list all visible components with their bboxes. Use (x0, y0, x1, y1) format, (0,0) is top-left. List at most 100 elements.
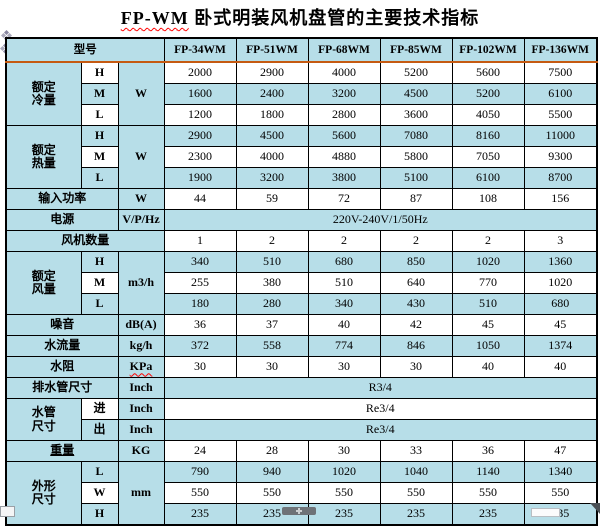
cell: 3800 (307, 167, 381, 189)
dim-key: W (80, 482, 119, 504)
cell: 5800 (379, 146, 453, 168)
cell: 510 (451, 293, 525, 315)
row-label-dimensions: 外形 尺寸 (5, 461, 82, 526)
cell: 45 (451, 314, 525, 336)
speed-key: M (80, 272, 119, 294)
cell: 7500 (523, 61, 598, 84)
cell: 235 (379, 503, 453, 526)
row-label-water-resistance: 水阻 (5, 356, 119, 378)
table-row: M 255 380 510 640 770 1020 (6, 272, 598, 294)
table-row: 额定 风量 H m3/h 340 510 680 850 1020 1360 (5, 251, 598, 315)
table-row: 外形 尺寸 L mm 790 940 1020 1040 1140 1340 (5, 461, 598, 526)
cell: 3600 (379, 104, 453, 126)
cell: 280 (235, 293, 309, 315)
cell: 774 (307, 335, 381, 357)
unit-cell: Inch (117, 419, 165, 441)
cell: 5100 (379, 167, 453, 189)
speed-key: L (80, 167, 119, 189)
cell: 2 (451, 230, 525, 252)
header-model: FP-102WM (451, 37, 525, 63)
page-title: FP-WM 卧式明装风机盘管的主要技术指标 (0, 4, 600, 30)
table-row: 额定 冷量 H W 2000 2900 4000 5200 5600 7500 (5, 61, 598, 126)
cell: 3200 (235, 167, 309, 189)
speed-key: H (80, 61, 119, 84)
title-model-code: FP-WM (120, 8, 189, 28)
cell: 45 (523, 314, 598, 336)
cell: 2400 (235, 83, 309, 105)
table-row: 输入功率 W 44 59 72 87 108 156 (5, 188, 598, 210)
cell: 30 (307, 356, 381, 378)
header-model: FP-85WM (379, 37, 453, 63)
unit-cell: W (117, 61, 165, 126)
resize-handle-icon[interactable] (590, 503, 600, 514)
cell: 790 (163, 461, 237, 483)
cell: 8700 (523, 167, 598, 189)
cell: 1050 (451, 335, 525, 357)
cell: 3 (523, 230, 598, 252)
cell: 1020 (523, 272, 598, 294)
cell: 1040 (379, 461, 453, 483)
cell: 30 (235, 356, 309, 378)
row-label-noise: 噪音 (5, 314, 119, 336)
cell: 1020 (307, 461, 381, 483)
cell: 235 (451, 503, 525, 526)
cell: 2900 (235, 61, 309, 84)
unit-cell: mm (117, 461, 165, 526)
table-row: 风机数量 1 2 2 2 2 3 (5, 230, 598, 252)
cell-pipe-in-value: Re3/4 (163, 398, 598, 420)
cell: 40 (523, 356, 598, 378)
row-label-airflow: 额定 风量 (5, 251, 82, 315)
table-row: W 550 550 550 550 550 550 (6, 482, 598, 504)
cell: 846 (379, 335, 453, 357)
table-row: L 1900 3200 3800 5100 6100 8700 (6, 167, 598, 189)
row-label-water-flow: 水流量 (5, 335, 119, 357)
unit-cell: KPa (117, 356, 165, 378)
cell: 87 (379, 188, 453, 210)
header-model: FP-34WM (163, 37, 237, 63)
table-row: 水流量 kg/h 372 558 774 846 1050 1374 (5, 335, 598, 357)
cell: 30 (379, 356, 453, 378)
cell: 5600 (451, 61, 525, 84)
table-row: M 1600 2400 3200 4500 5200 6100 (6, 83, 598, 105)
cell: 380 (235, 272, 309, 294)
cell: 2 (307, 230, 381, 252)
cell: 4880 (307, 146, 381, 168)
pipe-out-key: 出 (80, 419, 119, 441)
cell: 940 (235, 461, 309, 483)
cell: 4000 (307, 61, 381, 84)
header-model-label: 型号 (5, 37, 165, 63)
unit-cell: kg/h (117, 335, 165, 357)
cell: 1600 (163, 83, 237, 105)
speed-key: H (80, 251, 119, 273)
cell: 2 (379, 230, 453, 252)
scroll-button[interactable] (282, 507, 316, 515)
cell: 2 (235, 230, 309, 252)
cell: 1 (163, 230, 237, 252)
cell: 1340 (523, 461, 598, 483)
table-row: L 1200 1800 2800 3600 4050 5500 (6, 104, 598, 126)
cell: 1200 (163, 104, 237, 126)
cell: 6100 (451, 167, 525, 189)
cell: 2900 (163, 125, 237, 147)
cell: 340 (163, 251, 237, 273)
unit-cell: Inch (117, 377, 165, 399)
pipe-in-key: 进 (80, 398, 119, 420)
cell: 550 (235, 482, 309, 504)
cell: 4500 (379, 83, 453, 105)
unit-cell: KG (117, 440, 165, 462)
row-label-power: 电源 (5, 209, 119, 231)
table-row: 出 Inch Re3/4 (6, 419, 598, 441)
cell: 1374 (523, 335, 598, 357)
cell: 1800 (235, 104, 309, 126)
unit-cell: Inch (117, 398, 165, 420)
header-model: FP-68WM (307, 37, 381, 63)
cell: 9300 (523, 146, 598, 168)
table-row: 重量 KG 24 28 30 33 36 47 (5, 440, 598, 462)
speed-key: L (80, 293, 119, 315)
row-label-drain-pipe: 排水管尺寸 (5, 377, 119, 399)
cell: 40 (307, 314, 381, 336)
cell: 680 (307, 251, 381, 273)
bottom-right-artifact (531, 508, 560, 517)
cell: 7080 (379, 125, 453, 147)
cell: 558 (235, 335, 309, 357)
